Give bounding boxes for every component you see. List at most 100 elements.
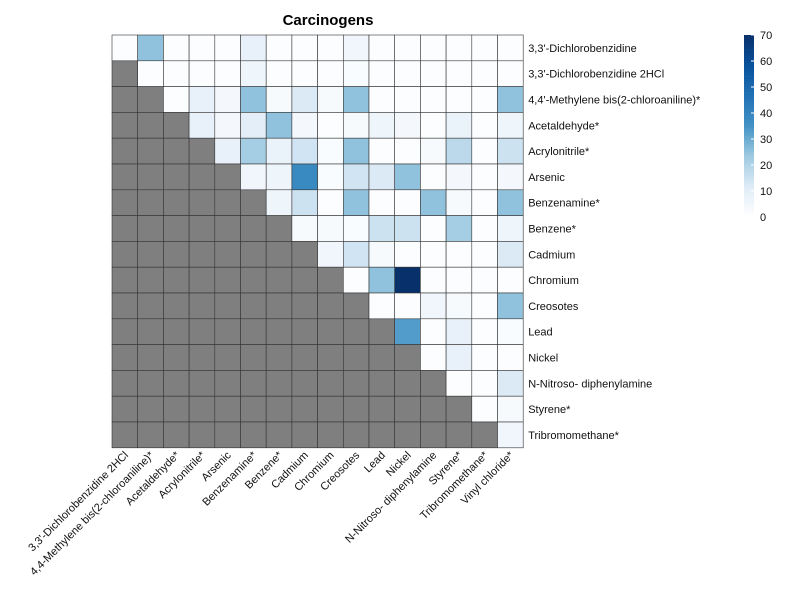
heatmap-cell [471, 395, 498, 423]
heatmap-cell [497, 421, 524, 449]
colorbar-segment [744, 172, 754, 176]
heatmap-cell [420, 266, 447, 294]
heatmap-cell [342, 163, 370, 191]
heatmap-cell [163, 215, 190, 242]
heatmap-cell [420, 292, 447, 320]
heatmap-cell [317, 421, 344, 449]
heatmap-cell [137, 344, 164, 371]
colorbar-tick-label: 0 [760, 212, 766, 224]
heatmap-cell [240, 215, 267, 242]
colorbar-segment [744, 42, 754, 46]
colorbar-segment [744, 126, 754, 129]
colorbar-segment [744, 107, 754, 111]
colorbar-segment [744, 66, 754, 70]
heatmap-cell [342, 370, 370, 397]
row-label: Creosotes [528, 301, 579, 313]
colorbar-segment [744, 74, 754, 77]
row-labels: 3,3'-Dichlorobenzidine 3,3'-Dichlorobenzi… [528, 43, 701, 442]
heatmap-cell [240, 344, 267, 371]
colorbar-segment [744, 159, 754, 163]
colorbar-segment [744, 89, 754, 93]
heatmap-cell [394, 344, 421, 371]
colorbar-segment [744, 136, 754, 140]
heatmap-cell [137, 395, 164, 423]
heatmap-cell [111, 421, 139, 449]
heatmap-cell [111, 241, 139, 268]
column-labels: 3,3'-Dichlorobenzidine 2HCl4,4-Methylene… [26, 449, 517, 578]
heatmap-cell [497, 318, 524, 345]
heatmap-cell [163, 60, 190, 87]
heatmap-cell [188, 318, 216, 345]
heatmap-cell [317, 163, 344, 191]
heatmap-cell [342, 137, 370, 165]
heatmap-cell [291, 344, 318, 371]
row-label: N-Nitroso- diphenylamine [528, 378, 652, 390]
colorbar-segment [744, 214, 754, 218]
heatmap-cell [368, 266, 396, 294]
row-label: Benzenamine* [528, 198, 600, 210]
colorbar-segment [744, 154, 754, 158]
heatmap-cell [368, 137, 396, 165]
heatmap-cell [214, 86, 241, 113]
heatmap-cell [214, 318, 241, 345]
colorbar-segment [744, 120, 754, 124]
heatmap-cell [137, 163, 164, 191]
heatmap-cell [111, 215, 139, 242]
heatmap-cell [111, 370, 139, 397]
colorbar-segment [744, 87, 754, 90]
heatmap-cell [265, 86, 293, 113]
row-label: Cadmium [528, 249, 575, 261]
heatmap-cell [368, 370, 396, 397]
heatmap-cell [368, 292, 396, 320]
heatmap-cell [291, 370, 318, 397]
heatmap-cell [342, 395, 370, 423]
heatmap-cell [317, 292, 344, 320]
heatmap-cell [240, 86, 267, 113]
heatmap-cell [291, 292, 318, 320]
heatmap-cell [137, 266, 164, 294]
heatmap-cell [111, 163, 139, 191]
heatmap-cell [214, 241, 241, 268]
colorbar-segment [744, 118, 754, 122]
heatmap-cell [111, 292, 139, 320]
heatmap-cell [317, 266, 344, 294]
row-label: Acetaldehyde* [528, 120, 600, 132]
heatmap-cell [342, 421, 370, 449]
heatmap-cell [445, 370, 473, 397]
colorbar-segment [744, 94, 754, 98]
heatmap-cell [188, 86, 216, 113]
colorbar-segment [744, 100, 754, 103]
heatmap-cell [368, 163, 396, 191]
heatmap-cell [163, 86, 190, 113]
heatmap-cell [445, 395, 473, 423]
heatmap-cell [368, 112, 396, 139]
heatmap-cell [240, 163, 267, 191]
heatmap-cell [317, 34, 344, 62]
heatmap-cell [471, 292, 498, 320]
colorbar-segment [744, 175, 754, 179]
heatmap-cell [111, 86, 139, 113]
heatmap-cell [420, 215, 447, 242]
heatmap-cell [188, 344, 216, 371]
heatmap-cell [137, 318, 164, 345]
heatmap-cell [188, 292, 216, 320]
colorbar-segment [744, 162, 754, 166]
heatmap-cell [471, 60, 498, 87]
heatmap-cell [291, 60, 318, 87]
row-label: Acrylonitrile* [528, 146, 590, 158]
colorbar-segment [744, 167, 754, 171]
heatmap-cell [445, 215, 473, 242]
heatmap-cell [368, 241, 396, 268]
heatmap-cell [497, 86, 524, 113]
heatmap-cell [214, 344, 241, 371]
heatmap-cell [291, 137, 318, 165]
heatmap-cell [420, 421, 447, 449]
heatmap-cell [420, 86, 447, 113]
heatmap-cell [291, 34, 318, 62]
colorbar-segment [744, 201, 754, 205]
heatmap-cell [471, 163, 498, 191]
colorbar-segment [744, 63, 754, 67]
heatmap-cell [265, 266, 293, 294]
heatmap-cell [420, 60, 447, 87]
colorbar-segment [744, 110, 754, 114]
